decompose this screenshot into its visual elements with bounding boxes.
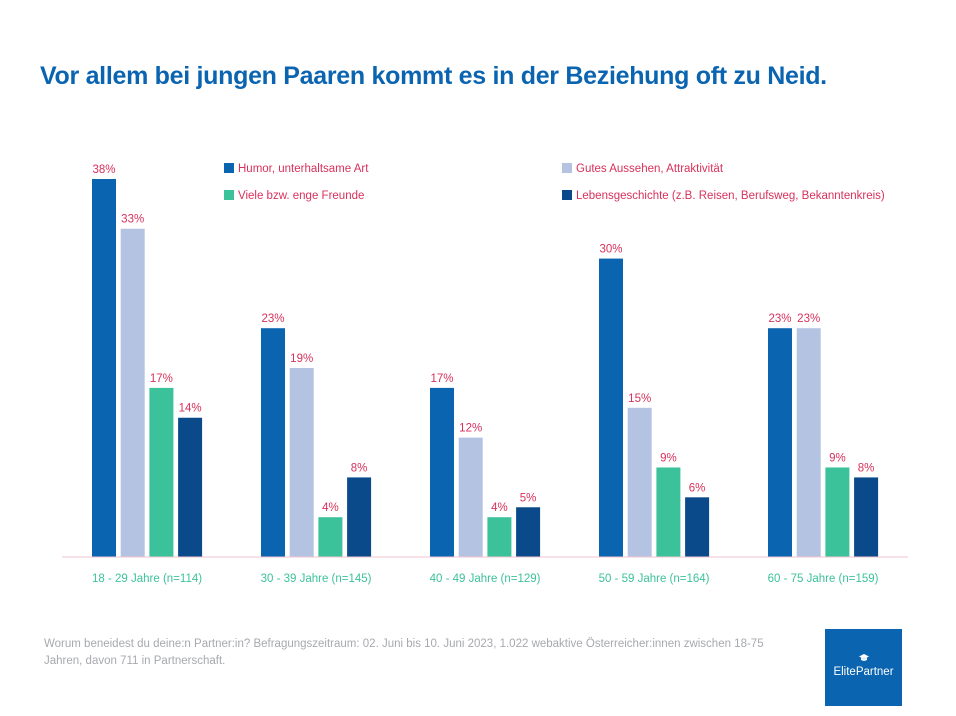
data-label-3-series-1: 17% [430, 373, 453, 385]
bar-4-series-4 [685, 497, 710, 557]
data-label-4-series-4: 6% [689, 482, 706, 494]
bar-3-series-3 [487, 517, 512, 557]
bar-4-series-1 [599, 258, 623, 557]
category-labels-group: 18 - 29 Jahre (n=114) 30 - 39 Jahre (n=14… [92, 573, 879, 585]
data-label-3-series-3: 4% [491, 502, 508, 514]
data-label-4-series-1: 30% [599, 244, 622, 256]
bar-5-series-4 [854, 477, 879, 557]
data-label-5-series-1: 23% [768, 313, 791, 325]
bar-chart: 38% 33% 17% 14% 23% 19% 4% 8% 17% 12% 4% 5% 30% 15% 9%… [62, 163, 908, 585]
data-label-1-series-4: 14% [179, 403, 202, 415]
bar-2-series-3 [318, 517, 343, 557]
category-label-2: 30 - 39 Jahre (n=145) [261, 573, 372, 585]
bar-3-series-2 [458, 437, 483, 557]
data-label-1-series-2: 33% [121, 214, 144, 226]
data-label-2-series-1: 23% [261, 313, 284, 325]
bar-3-series-1 [430, 387, 454, 557]
legend: Humor, unterhaltsame Art Gutes Aussehen, … [224, 163, 885, 202]
bar-2-series-2 [289, 368, 314, 557]
bar-1-series-4 [178, 417, 203, 557]
bar-1-series-3 [149, 387, 174, 557]
category-label-3: 40 - 49 Jahre (n=129) [430, 573, 541, 585]
bar-2-series-4 [347, 477, 372, 557]
data-label-2-series-3: 4% [322, 502, 339, 514]
data-labels-group: 38% 33% 17% 14% 23% 19% 4% 8% 17% 12% 4% 5% 30% 15% 9%… [92, 164, 874, 514]
bar-5-series-2 [796, 328, 821, 557]
data-label-5-series-3: 9% [829, 452, 846, 464]
legend-swatch-4 [562, 190, 572, 200]
bar-4-series-3 [656, 467, 681, 557]
legend-swatch-3 [224, 190, 234, 200]
elitepartner-logo: ElitePartner [825, 629, 902, 706]
category-label-5: 60 - 75 Jahre (n=159) [768, 573, 879, 585]
data-label-1-series-1: 38% [92, 164, 115, 176]
data-label-4-series-2: 15% [628, 393, 651, 405]
bar-2-series-1 [261, 328, 285, 557]
legend-label-3: Viele bzw. enge Freunde [238, 190, 364, 202]
chart-title: Vor allem bei jungen Paaren kommt es in … [40, 62, 827, 90]
legend-label-4: Lebensgeschichte (z.B. Reisen, Berufsweg… [576, 190, 885, 202]
legend-label-1: Humor, unterhaltsame Art [238, 163, 369, 175]
bars-group [92, 179, 879, 557]
bar-1-series-1 [92, 179, 116, 557]
data-label-2-series-2: 19% [290, 353, 313, 365]
footnote: Worum beneidest du deine:n Partner:in? B… [44, 638, 764, 667]
logo-text: ElitePartner [833, 666, 894, 678]
data-label-5-series-4: 8% [858, 462, 875, 474]
category-label-4: 50 - 59 Jahre (n=164) [599, 573, 710, 585]
bar-4-series-2 [627, 407, 652, 557]
graduation-cap-icon [859, 654, 869, 661]
data-label-3-series-4: 5% [520, 492, 537, 504]
data-label-2-series-4: 8% [351, 462, 368, 474]
category-label-1: 18 - 29 Jahre (n=114) [92, 573, 202, 585]
legend-swatch-1 [224, 163, 234, 173]
bar-1-series-2 [120, 228, 145, 557]
data-label-5-series-2: 23% [797, 313, 820, 325]
legend-swatch-2 [562, 163, 572, 173]
bar-5-series-3 [825, 467, 850, 557]
bar-5-series-1 [768, 328, 792, 557]
data-label-4-series-3: 9% [660, 452, 677, 464]
data-label-3-series-2: 12% [459, 423, 482, 435]
data-label-1-series-3: 17% [150, 373, 173, 385]
legend-label-2: Gutes Aussehen, Attraktivität [576, 163, 724, 175]
bar-3-series-4 [516, 507, 541, 557]
